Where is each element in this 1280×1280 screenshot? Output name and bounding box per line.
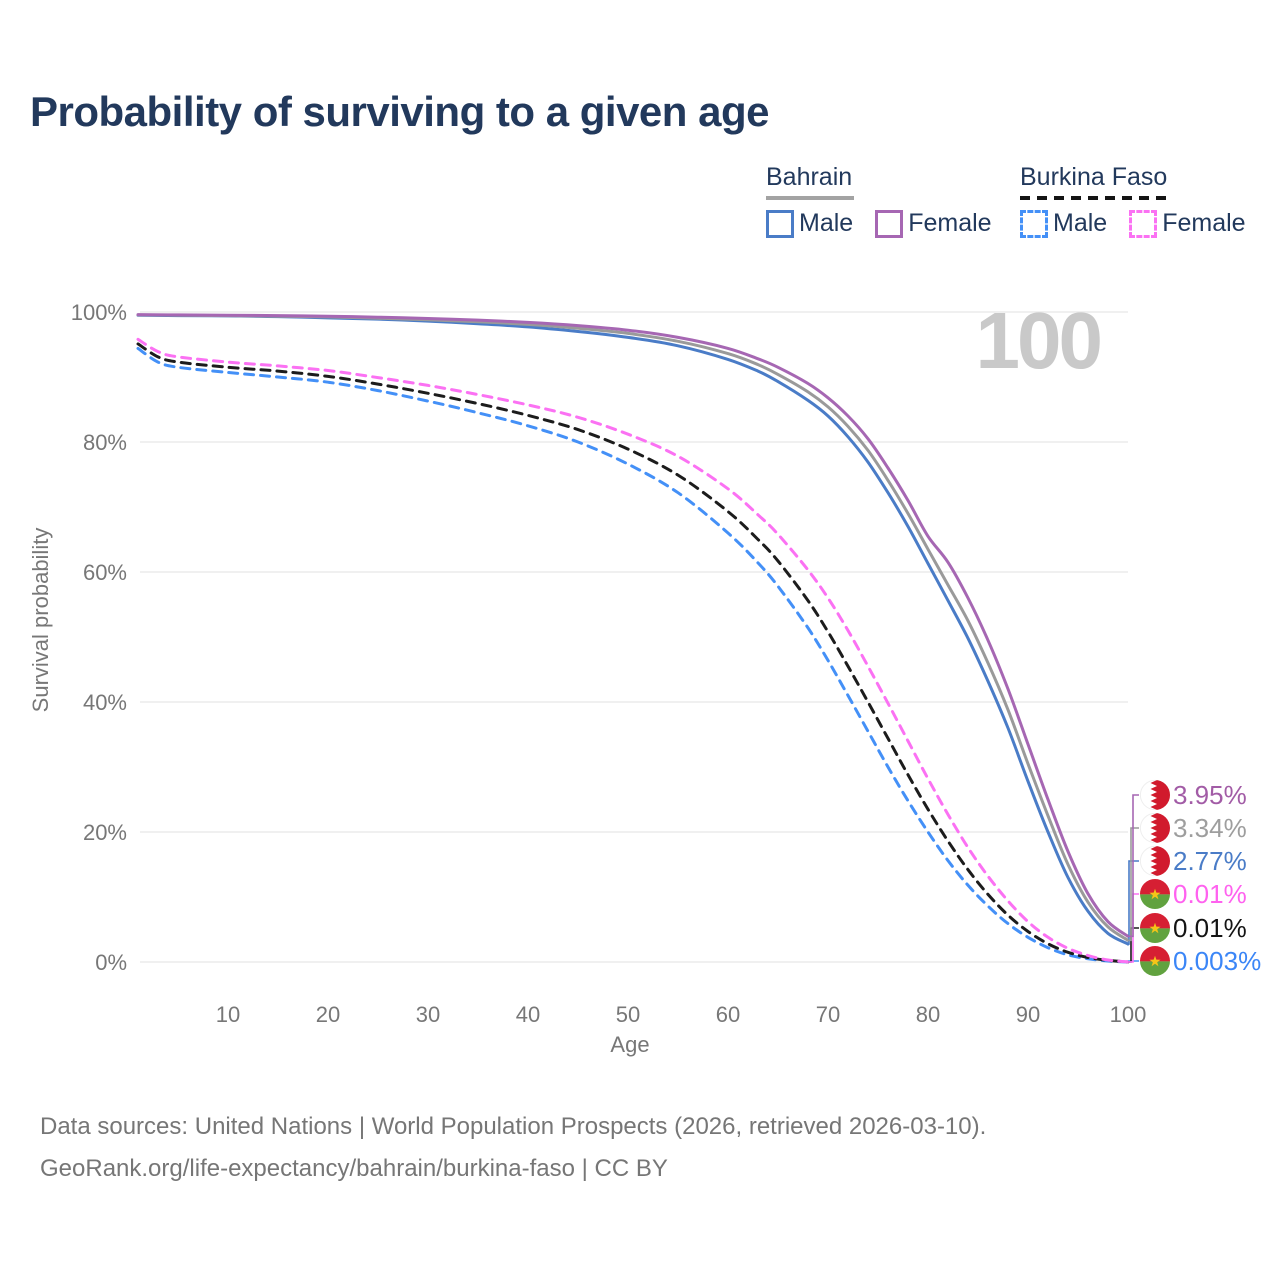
flag-burkina-faso-icon (1140, 879, 1170, 909)
x-tick-label: 50 (616, 1002, 640, 1027)
series-line-bahrain-female[interactable] (136, 313, 1130, 938)
end-value-label: 3.95% (1173, 780, 1247, 810)
series-line-bahrain[interactable] (136, 313, 1130, 942)
end-value-label: 3.34% (1173, 813, 1247, 843)
leader-line (1128, 860, 1139, 945)
leader-line (1128, 827, 1139, 942)
x-tick-label: 100 (1110, 1002, 1147, 1027)
legend: Bahrain Male Female Burkina Faso Male (0, 163, 1280, 243)
x-tick-label: 20 (316, 1002, 340, 1027)
flag-green-band (1140, 894, 1170, 909)
legend-item-bahrain-male[interactable]: Male (766, 209, 853, 238)
flag-burkina-faso-icon (1140, 913, 1170, 943)
footer-sources-line: Data sources: United Nations | World Pop… (40, 1113, 987, 1140)
x-tick-label: 80 (916, 1002, 940, 1027)
flag-bahrain-icon (1139, 812, 1171, 844)
legend-country-label-bahrain: Bahrain (766, 163, 853, 191)
end-value-label: 0.003% (1173, 946, 1261, 976)
flag-star (1149, 955, 1161, 967)
legend-swatch-burkina-faso-female-icon (1129, 209, 1158, 238)
series-line-bahrain-male[interactable] (136, 313, 1130, 946)
data-source-footer: Data sources: United Nations | World Pop… (40, 1106, 986, 1190)
legend-swatch-bahrain-male-icon (766, 209, 794, 238)
age-watermark: 100 (976, 296, 1101, 385)
legend-swatch-burkina-faso-male-icon (1020, 209, 1048, 238)
legend-item-bahrain-female[interactable]: Female (875, 209, 992, 238)
x-tick-label: 70 (816, 1002, 840, 1027)
series-line-burkina-faso-female[interactable] (136, 337, 1130, 964)
flag-green-band (1140, 928, 1170, 943)
x-tick-label: 10 (216, 1002, 240, 1027)
legend-group-bahrain: Bahrain Male Female (766, 163, 1014, 238)
x-tick-label: 60 (716, 1002, 740, 1027)
flag-burkina-faso-icon (1140, 946, 1170, 976)
end-value-label: 2.77% (1173, 846, 1247, 876)
flag-bahrain-icon (1139, 845, 1171, 877)
flag-bahrain-icon (1139, 779, 1171, 811)
end-value-label: 0.01% (1173, 913, 1247, 943)
legend-item-burkina-faso-female[interactable]: Female (1129, 209, 1246, 238)
x-tick-label: 90 (1016, 1002, 1040, 1027)
flag-red-band (1140, 913, 1170, 929)
flag-serration (1150, 780, 1170, 810)
x-axis-title: Age (610, 1032, 649, 1057)
y-tick-label: 80% (83, 430, 127, 455)
y-tick-label: 20% (83, 820, 127, 845)
flag-serration (1150, 846, 1170, 876)
y-tick-label: 40% (83, 690, 127, 715)
legend-country-label-burkina-faso: Burkina Faso (1020, 163, 1168, 191)
leader-line (1128, 794, 1139, 938)
flag-star (1149, 888, 1161, 900)
footer-url-line: GeoRank.org/life-expectancy/bahrain/burk… (40, 1155, 668, 1182)
legend-item-burkina-faso-male[interactable]: Male (1020, 209, 1107, 238)
y-tick-label: 0% (95, 950, 127, 975)
flag-star (1149, 922, 1161, 934)
y-tick-label: 100% (71, 300, 127, 325)
x-tick-label: 40 (516, 1002, 540, 1027)
page-title: Probability of surviving to a given age (30, 88, 769, 135)
legend-underline-burkina-faso (1020, 196, 1170, 200)
flag-green-band (1140, 961, 1170, 976)
end-value-label: 0.01% (1173, 879, 1247, 909)
series-line-burkina-faso[interactable] (136, 342, 1130, 964)
series-line-burkina-faso-male[interactable] (136, 346, 1130, 964)
flag-red-band (1140, 879, 1170, 895)
legend-group-burkina-faso: Burkina Faso Male Female (1020, 163, 1268, 238)
y-tick-label: 60% (83, 560, 127, 585)
legend-swatch-bahrain-female-icon (875, 209, 904, 238)
y-axis-title: Survival probability (28, 528, 53, 713)
legend-underline-bahrain (766, 196, 855, 200)
flag-red-band (1140, 946, 1170, 962)
x-tick-label: 30 (416, 1002, 440, 1027)
flag-serration (1150, 813, 1170, 843)
